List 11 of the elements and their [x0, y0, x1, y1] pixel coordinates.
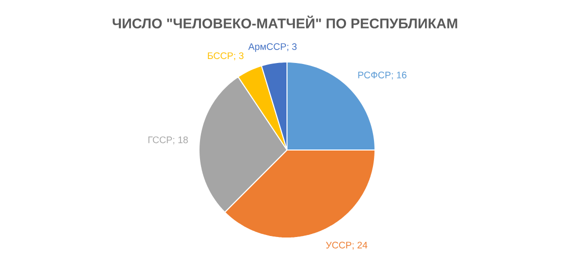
slice-label: БССР	[208, 52, 233, 60]
data-label: ; 24	[352, 242, 368, 250]
chart-title: ЧИСЛО "ЧЕЛОВЕКО-МАТЧЕЙ" ПО РЕСПУБЛИКАМ	[112, 16, 458, 28]
data-label: ; 3	[234, 52, 244, 60]
data-label: ; 3	[287, 43, 297, 52]
slice-label: АрмССР	[248, 43, 286, 52]
slice-label: ГССР	[148, 136, 172, 144]
data-label: ; 18	[173, 136, 188, 144]
data-label: ; 16	[392, 72, 406, 80]
slice-label: УССР	[326, 242, 352, 248]
slice-label: РСФСР	[358, 72, 391, 78]
